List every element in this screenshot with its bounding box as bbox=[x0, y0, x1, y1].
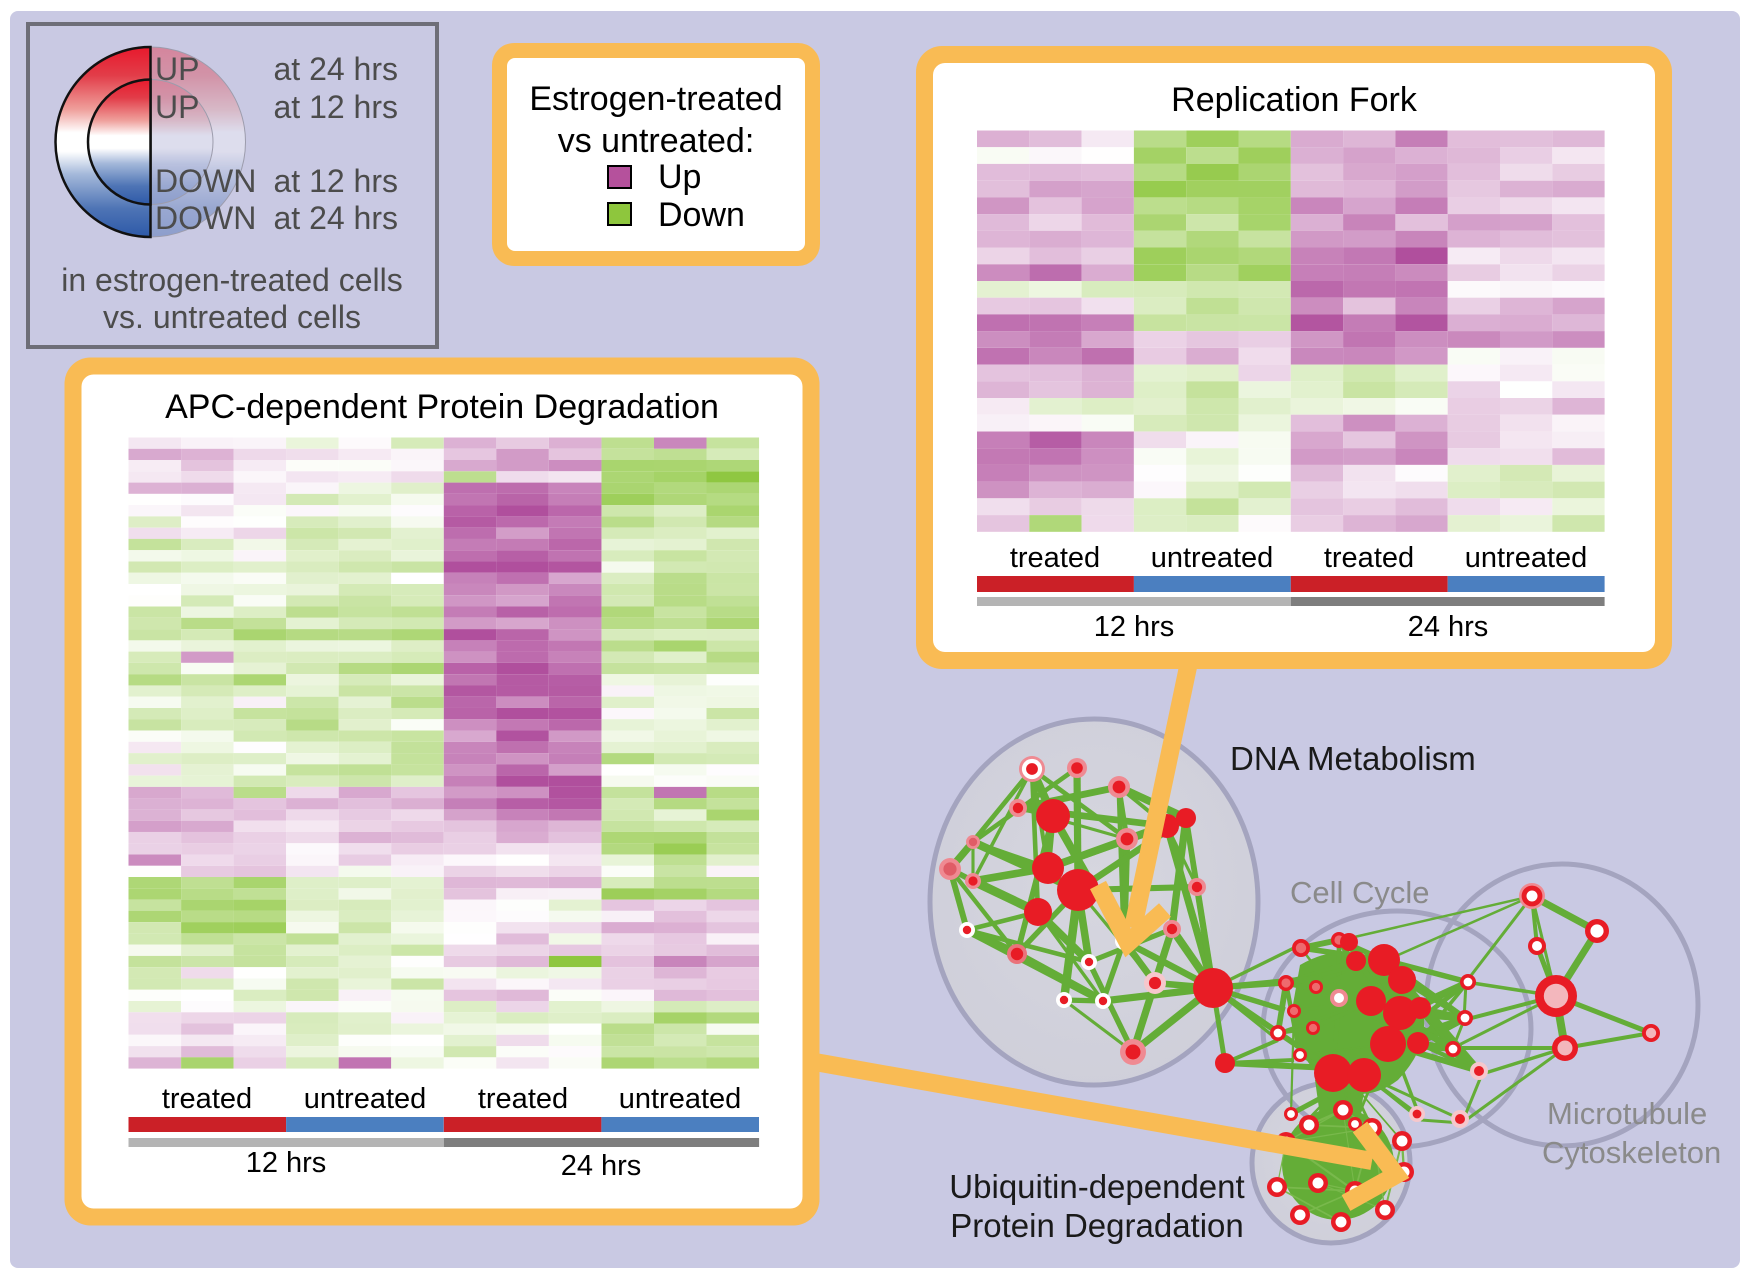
svg-text:DOWN: DOWN bbox=[155, 200, 256, 236]
svg-text:at 12 hrs: at 12 hrs bbox=[273, 163, 398, 199]
svg-text:Replication Fork: Replication Fork bbox=[1171, 81, 1418, 119]
svg-text:12 hrs: 12 hrs bbox=[1094, 611, 1175, 643]
svg-text:APC-dependent Protein Degradat: APC-dependent Protein Degradation bbox=[165, 388, 719, 426]
svg-text:treated: treated bbox=[162, 1083, 252, 1115]
svg-text:Protein Degradation: Protein Degradation bbox=[950, 1207, 1244, 1244]
svg-text:24 hrs: 24 hrs bbox=[1408, 611, 1489, 643]
svg-text:Ubiquitin-dependent: Ubiquitin-dependent bbox=[949, 1168, 1244, 1205]
svg-text:in estrogen-treated cells: in estrogen-treated cells bbox=[61, 262, 403, 298]
svg-text:treated: treated bbox=[478, 1083, 568, 1115]
svg-text:untreated: untreated bbox=[304, 1083, 427, 1115]
svg-text:vs. untreated cells: vs. untreated cells bbox=[103, 299, 361, 335]
svg-text:DNA Metabolism: DNA Metabolism bbox=[1230, 740, 1476, 777]
svg-text:Up: Up bbox=[658, 158, 701, 196]
svg-text:UP: UP bbox=[155, 89, 199, 125]
svg-text:untreated: untreated bbox=[1151, 542, 1274, 574]
svg-text:UP: UP bbox=[155, 51, 199, 87]
svg-text:at 24 hrs: at 24 hrs bbox=[273, 51, 398, 87]
svg-text:untreated: untreated bbox=[619, 1083, 742, 1115]
svg-text:treated: treated bbox=[1324, 542, 1414, 574]
svg-text:Cytoskeleton: Cytoskeleton bbox=[1542, 1135, 1721, 1170]
svg-text:Cell Cycle: Cell Cycle bbox=[1290, 875, 1430, 910]
svg-text:at 12 hrs: at 12 hrs bbox=[273, 89, 398, 125]
svg-text:Down: Down bbox=[658, 196, 745, 234]
svg-text:Microtubule: Microtubule bbox=[1547, 1096, 1707, 1131]
svg-text:treated: treated bbox=[1010, 542, 1100, 574]
svg-text:12 hrs: 12 hrs bbox=[246, 1147, 327, 1179]
svg-text:untreated: untreated bbox=[1465, 542, 1588, 574]
svg-text:at 24 hrs: at 24 hrs bbox=[273, 200, 398, 236]
svg-text:24 hrs: 24 hrs bbox=[561, 1150, 642, 1182]
svg-text:Estrogen-treated: Estrogen-treated bbox=[529, 80, 782, 118]
svg-text:vs untreated:: vs untreated: bbox=[558, 122, 755, 160]
svg-text:DOWN: DOWN bbox=[155, 163, 256, 199]
